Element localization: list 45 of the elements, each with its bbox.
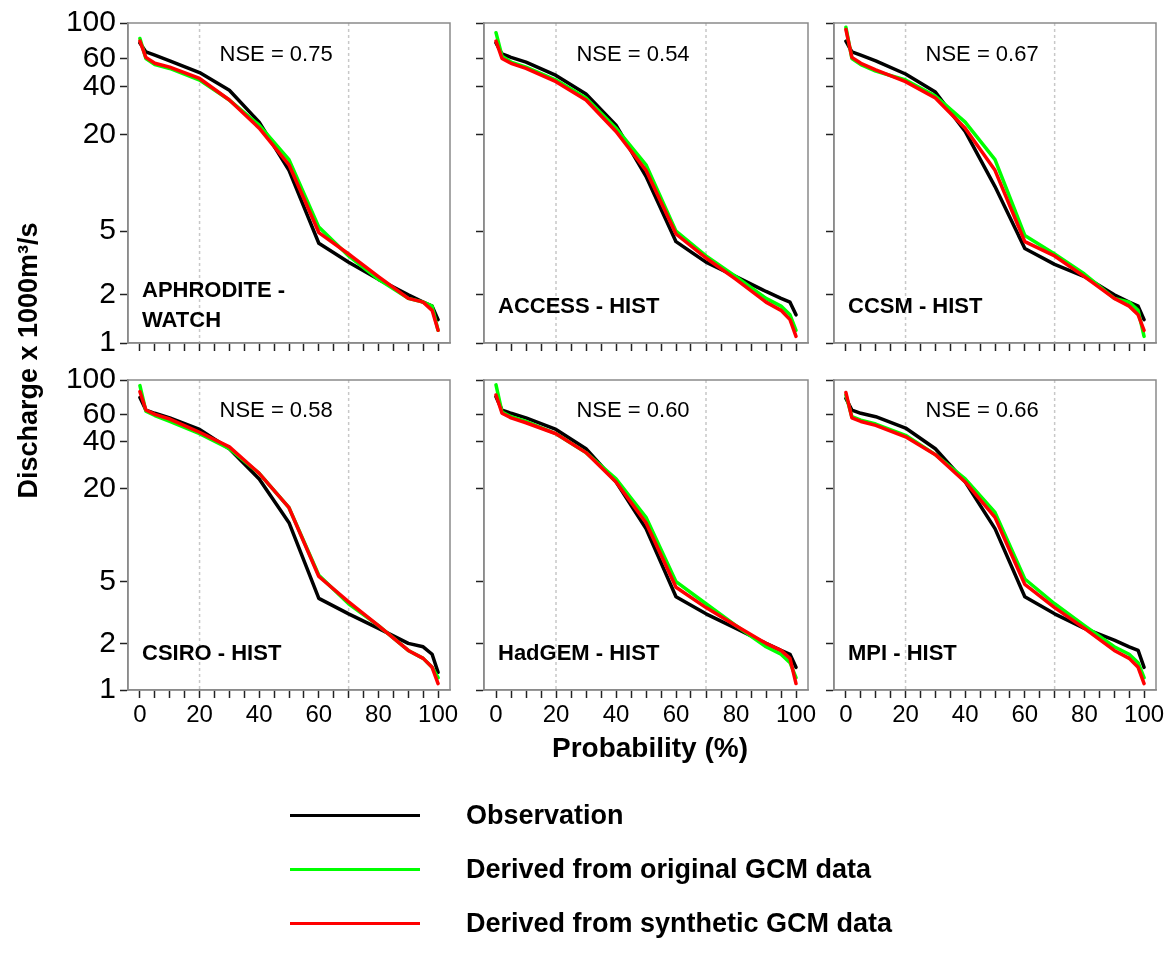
annotation: NSE = 0.54: [576, 41, 690, 67]
x-tick-label: 80: [722, 700, 750, 728]
legend-label: Observation: [466, 799, 624, 831]
x-tick-label: 80: [1071, 700, 1098, 728]
x-tick-label: 0: [489, 700, 503, 728]
y-tick-label: 1: [99, 671, 116, 705]
x-tick-label: 60: [662, 700, 690, 728]
x-tick-label: 60: [305, 700, 333, 728]
x-tick-label: 80: [365, 700, 392, 728]
annotation: NSE = 0.66: [925, 397, 1039, 423]
x-tick-label: 100: [418, 700, 459, 728]
x-axis-title: Probability (%): [552, 732, 749, 764]
y-axis-title: Discharge x 1000m³/s: [12, 221, 44, 499]
legend-label: Derived from original GCM data: [466, 853, 872, 885]
x-tick-label: 100: [1124, 700, 1165, 728]
y-tick-label: 2: [99, 624, 116, 658]
x-tick-label: 0: [133, 700, 147, 728]
x-tick-label: 100: [775, 700, 817, 728]
annotation: ACCESS - HIST: [498, 293, 660, 318]
x-tick-label: 20: [542, 700, 570, 728]
annotation: MPI - HIST: [848, 640, 958, 665]
x-tick-label: 40: [245, 700, 273, 728]
y-tick-label: 20: [82, 469, 116, 503]
y-tick-label: 100: [65, 361, 116, 395]
x-tick-label: 40: [951, 700, 979, 728]
x-tick-label: 40: [602, 700, 630, 728]
annotation: NSE = 0.67: [925, 41, 1039, 67]
annotation: NSE = 0.60: [576, 397, 690, 423]
x-tick-label: 20: [892, 700, 919, 728]
y-tick-label: 20: [82, 116, 116, 150]
annotation: NSE = 0.75: [219, 41, 333, 67]
annotation: CSIRO - HIST: [142, 640, 282, 665]
y-tick-label: 5: [99, 212, 116, 246]
annotation: NSE = 0.58: [219, 397, 333, 423]
y-tick-label: 100: [65, 4, 116, 38]
annotation: HadGEM - HIST: [498, 640, 660, 665]
x-tick-label: 20: [186, 700, 213, 728]
annotation: CCSM - HIST: [848, 293, 983, 318]
annotation: APHRODITE - WATCH: [142, 277, 285, 332]
x-tick-label: 0: [839, 700, 853, 728]
x-tick-label: 60: [1011, 700, 1039, 728]
y-tick-label: 1: [99, 324, 116, 358]
legend-label: Derived from synthetic GCM data: [466, 907, 893, 939]
y-tick-label: 5: [99, 562, 116, 596]
y-tick-label: 2: [99, 276, 116, 310]
